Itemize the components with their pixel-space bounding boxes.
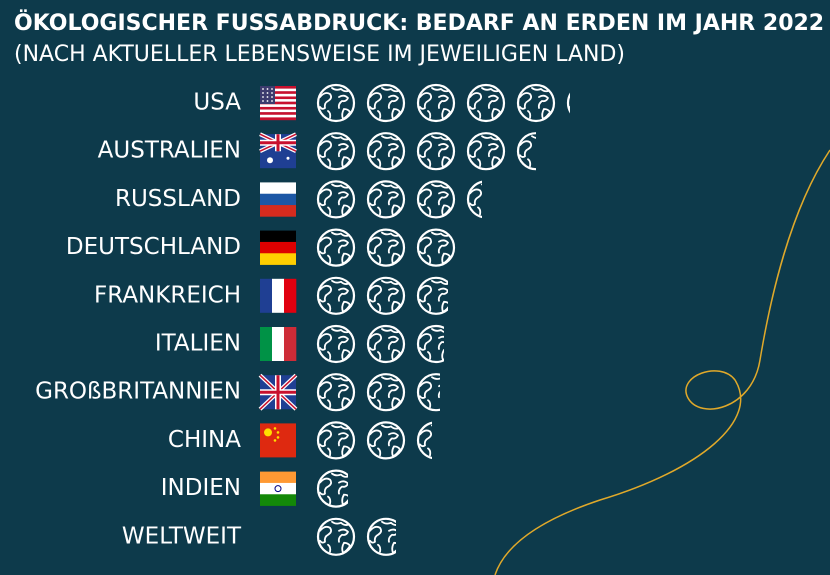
category-label: FRANKREICH: [94, 282, 241, 308]
flag-icon: [260, 278, 297, 313]
flag-icon: [260, 230, 296, 265]
globe-pictogram: [316, 421, 432, 460]
chart-title: ÖKOLOGISCHER FUSSABDRUCK: BEDARF AN ERDE…: [14, 10, 824, 36]
globe-pictogram: [316, 517, 396, 556]
globe-pictogram: [316, 228, 456, 267]
flag-icon: [260, 471, 296, 506]
flag-icon: [258, 373, 298, 411]
category-label: WELTWEIT: [122, 523, 242, 549]
category-label: ITALIEN: [155, 331, 241, 357]
globe-pictogram: [316, 324, 444, 364]
globe-pictogram: [316, 132, 536, 171]
flag-icon: [260, 327, 297, 361]
category-label: DEUTSCHLAND: [66, 234, 241, 260]
flag-icon: [259, 132, 297, 169]
chart-subtitle: (NACH AKTUELLER LEBENSWEISE IM JEWEILIGE…: [14, 42, 625, 67]
category-label: AUSTRALIEN: [98, 138, 241, 164]
globe-pictogram: [316, 276, 448, 315]
category-label: INDIEN: [161, 475, 241, 501]
globe-pictogram: [316, 373, 440, 412]
category-label: CHINA: [168, 427, 241, 453]
category-label: USA: [193, 90, 241, 116]
category-label: GROßBRITANNIEN: [35, 379, 241, 405]
globe-pictogram: [316, 469, 348, 508]
globe-pictogram: [316, 83, 570, 123]
decorative-curve: [494, 149, 830, 575]
flag-icon: [260, 86, 296, 121]
category-label: RUSSLAND: [115, 186, 241, 212]
flag-icon: [260, 423, 296, 458]
flag-icon: [260, 182, 296, 217]
globe-pictogram: [316, 180, 482, 219]
